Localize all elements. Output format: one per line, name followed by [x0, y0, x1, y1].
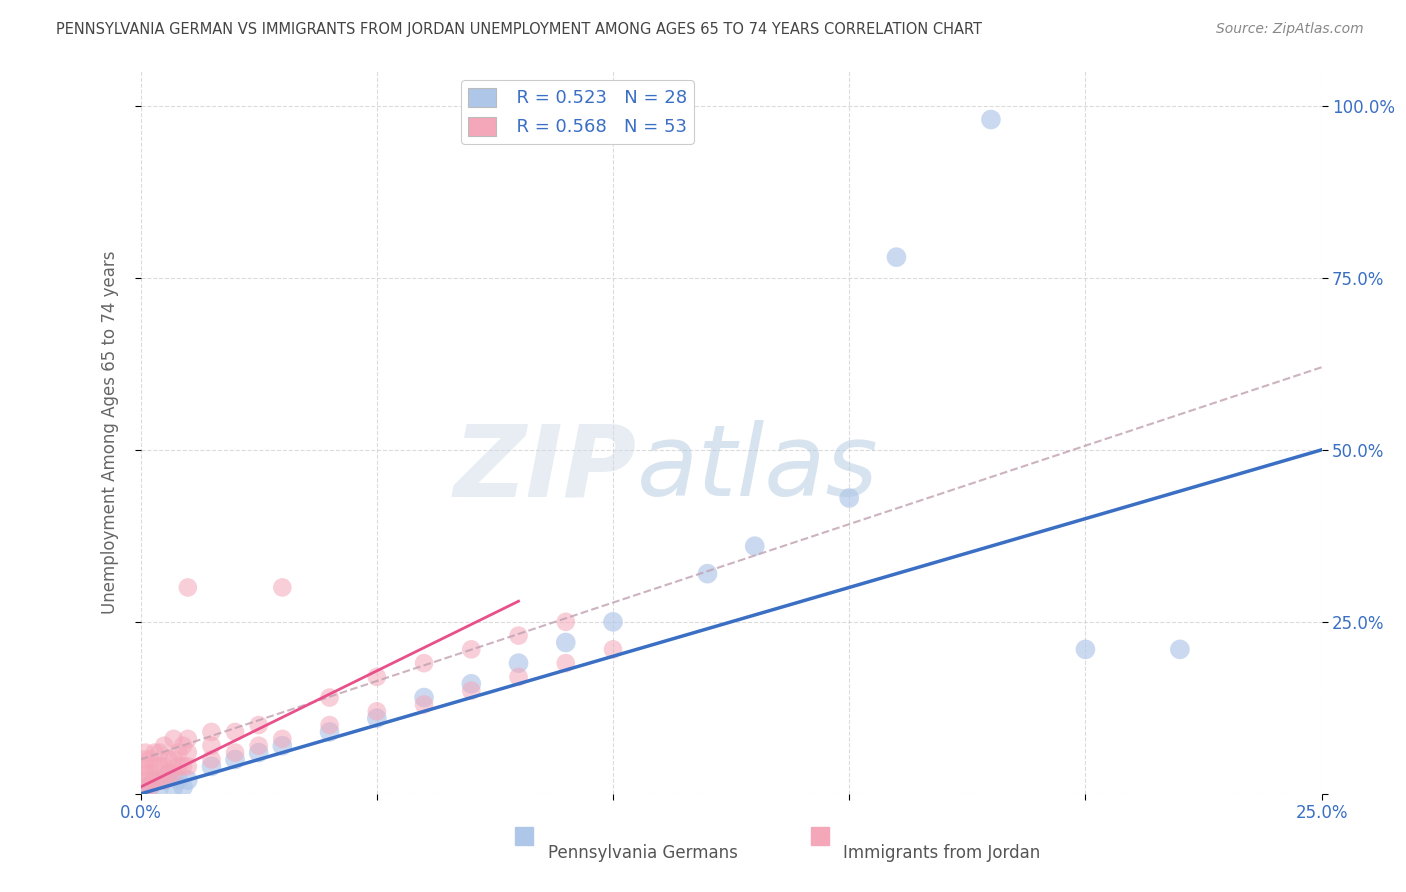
- Point: [163, 766, 186, 780]
- Point: [167, 746, 190, 760]
- Point: [167, 759, 190, 773]
- Point: [139, 780, 162, 794]
- Point: [271, 731, 294, 746]
- Point: [177, 581, 200, 595]
- Point: [554, 615, 576, 629]
- Point: [460, 683, 482, 698]
- Point: [157, 766, 180, 780]
- Point: [508, 670, 530, 684]
- Text: Pennsylvania Germans: Pennsylvania Germans: [548, 845, 738, 863]
- Point: [247, 718, 270, 732]
- Point: [134, 773, 156, 788]
- Point: [143, 759, 166, 773]
- Point: [177, 773, 200, 788]
- Point: [148, 780, 170, 794]
- Point: [153, 739, 176, 753]
- Point: [153, 773, 176, 788]
- Point: [224, 746, 246, 760]
- Point: [200, 725, 222, 739]
- Text: PENNSYLVANIA GERMAN VS IMMIGRANTS FROM JORDAN UNEMPLOYMENT AMONG AGES 65 TO 74 Y: PENNSYLVANIA GERMAN VS IMMIGRANTS FROM J…: [56, 22, 983, 37]
- Point: [554, 635, 576, 649]
- Point: [172, 759, 194, 773]
- Point: [163, 780, 186, 794]
- Point: [602, 615, 624, 629]
- Text: atlas: atlas: [637, 420, 879, 517]
- Point: [224, 752, 246, 766]
- Point: [366, 670, 388, 684]
- Point: [134, 746, 156, 760]
- Point: [413, 656, 436, 670]
- Point: [318, 718, 340, 732]
- Point: [153, 759, 176, 773]
- Point: [247, 746, 270, 760]
- Point: [1168, 642, 1191, 657]
- Text: Source: ZipAtlas.com: Source: ZipAtlas.com: [1216, 22, 1364, 37]
- Point: [271, 739, 294, 753]
- Point: [163, 731, 186, 746]
- Point: [148, 759, 170, 773]
- Point: [744, 539, 766, 553]
- Point: [318, 690, 340, 705]
- Point: [413, 698, 436, 712]
- Point: [413, 690, 436, 705]
- Point: [139, 752, 162, 766]
- Point: [366, 704, 388, 718]
- Point: [134, 752, 156, 766]
- Point: [554, 656, 576, 670]
- Legend:   R = 0.523   N = 28,   R = 0.568   N = 53: R = 0.523 N = 28, R = 0.568 N = 53: [461, 80, 695, 144]
- Point: [139, 780, 162, 794]
- Point: [460, 677, 482, 691]
- Point: [172, 780, 194, 794]
- Point: [318, 725, 340, 739]
- Point: [139, 766, 162, 780]
- Point: [157, 752, 180, 766]
- Point: [148, 773, 170, 788]
- Point: [508, 629, 530, 643]
- Point: [177, 746, 200, 760]
- Point: [163, 752, 186, 766]
- Point: [143, 773, 166, 788]
- Point: [508, 656, 530, 670]
- Point: [157, 766, 180, 780]
- Point: [602, 642, 624, 657]
- Point: [148, 746, 170, 760]
- Point: [177, 731, 200, 746]
- Point: [167, 773, 190, 788]
- Point: [200, 752, 222, 766]
- Point: [224, 725, 246, 739]
- Point: [366, 711, 388, 725]
- Text: ZIP: ZIP: [454, 420, 637, 517]
- Point: [177, 759, 200, 773]
- Point: [460, 642, 482, 657]
- Point: [134, 759, 156, 773]
- Point: [696, 566, 718, 581]
- Point: [200, 739, 222, 753]
- Point: [980, 112, 1002, 127]
- Point: [134, 780, 156, 794]
- Point: [143, 773, 166, 788]
- Point: [134, 766, 156, 780]
- Point: [200, 759, 222, 773]
- Point: [271, 581, 294, 595]
- Y-axis label: Unemployment Among Ages 65 to 74 years: Unemployment Among Ages 65 to 74 years: [101, 251, 120, 615]
- Point: [838, 491, 860, 505]
- Point: [134, 780, 156, 794]
- Point: [153, 773, 176, 788]
- Point: [1074, 642, 1097, 657]
- Point: [247, 739, 270, 753]
- Text: Immigrants from Jordan: Immigrants from Jordan: [844, 845, 1040, 863]
- Point: [143, 746, 166, 760]
- Point: [172, 739, 194, 753]
- Point: [886, 250, 908, 264]
